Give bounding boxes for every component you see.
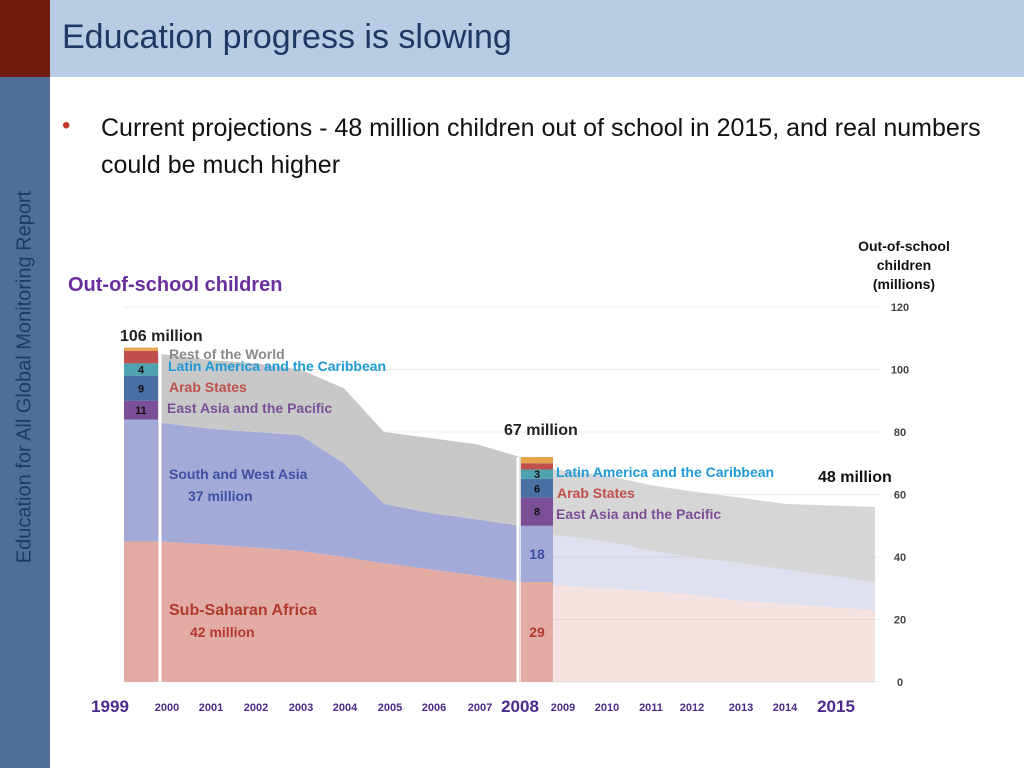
area-rest-of-world-projection (520, 457, 875, 582)
bar-segment (124, 347, 158, 351)
x-tick-label: 2015 (817, 697, 855, 716)
eap-1999-label: East Asia and the Pacific (167, 400, 332, 416)
x-tick-label: 2004 (333, 702, 358, 714)
bar-segment-label: 9 (138, 383, 144, 395)
bar-segment-label: 8 (534, 507, 540, 519)
y-tick-label: 100 (891, 365, 909, 377)
x-tick-label: 2002 (244, 702, 268, 714)
bar-segment (124, 350, 158, 364)
total-2015-label: 48 million (818, 469, 892, 486)
x-tick-label: 2005 (378, 702, 402, 714)
ssa-value-label: 42 million (190, 624, 255, 640)
x-tick-label: 2003 (289, 702, 313, 714)
lac-2008-label: Latin America and the Caribbean (556, 464, 774, 480)
x-tick-label: 2006 (422, 702, 446, 714)
y-axis-label-line: (millions) (873, 276, 935, 292)
y-tick-label: 80 (894, 427, 906, 439)
x-tick-label: 2011 (639, 702, 663, 714)
bar-segment (124, 375, 158, 401)
y-tick-label: 40 (894, 552, 906, 564)
swa-value-label: 37 million (188, 488, 253, 504)
area-south-west-asia (124, 419, 520, 582)
chart-title: Out-of-school children (68, 274, 282, 296)
area-sub-saharan-africa-projection (520, 582, 875, 682)
bar-segment (521, 457, 553, 464)
bar-segment (521, 497, 553, 526)
arab-1999-label: Arab States (169, 379, 247, 395)
lac-1999-label: Latin America and the Caribbean (168, 358, 386, 374)
area-south-west-asia-projection (520, 525, 875, 611)
y-tick-label: 0 (897, 677, 903, 689)
x-tick-label: 2012 (680, 702, 704, 714)
area-sub-saharan-africa (124, 541, 520, 682)
total-1999-label: 106 million (120, 328, 203, 345)
side-bar (0, 77, 50, 768)
y-tick-label: 60 (894, 490, 906, 502)
x-tick-label: 2014 (773, 702, 798, 714)
x-tick-label: 2000 (155, 702, 179, 714)
x-tick-label: 2007 (468, 702, 492, 714)
corner-block (0, 0, 50, 77)
swa-name-label: South and West Asia (169, 466, 308, 482)
bullet-text: Current projections - 48 million childre… (101, 114, 981, 179)
bar-segment-label: 11 (135, 405, 147, 417)
rest-of-world-label: Rest of the World (169, 346, 285, 362)
bar-segment (124, 419, 158, 542)
x-tick-label: 2013 (729, 702, 753, 714)
y-tick-label: 120 (891, 302, 909, 314)
x-tick-label: 2008 (501, 697, 539, 716)
bar-segment (521, 463, 553, 470)
y-axis-label-line: children (877, 257, 931, 273)
bar-segment (521, 478, 553, 498)
bar-segment-label: 6 (534, 483, 540, 495)
bullet-icon: • (62, 112, 71, 139)
title-bar (50, 0, 1024, 77)
ssa-name-label: Sub-Saharan Africa (169, 602, 317, 619)
bar-segment (521, 525, 553, 582)
bar-segment-label: 29 (529, 624, 545, 640)
bar-segment (521, 469, 553, 479)
bar-segment (124, 400, 158, 420)
x-tick-label: 2010 (595, 702, 619, 714)
x-tick-label: 1999 (91, 697, 129, 716)
arab-2008-label: Arab States (557, 485, 635, 501)
y-axis-label-line: Out-of-school (858, 238, 950, 254)
total-2008-label: 67 million (504, 422, 578, 439)
area-rest-of-world (124, 350, 520, 526)
bar-segment (124, 541, 158, 682)
slide-title: Education progress is slowing (62, 18, 512, 56)
bar-segment-label: 4 (138, 365, 145, 377)
y-tick-label: 20 (894, 615, 906, 627)
x-tick-label: 2001 (199, 702, 223, 714)
y-axis-label: Out-of-school children (millions) (858, 238, 950, 292)
bar-segment-label: 3 (534, 469, 540, 481)
bar-segment (521, 582, 553, 682)
eap-2008-label: East Asia and the Pacific (556, 506, 721, 522)
bar-segment-label: 18 (529, 546, 545, 562)
x-tick-label: 2009 (551, 702, 575, 714)
bar-segment (124, 363, 158, 376)
